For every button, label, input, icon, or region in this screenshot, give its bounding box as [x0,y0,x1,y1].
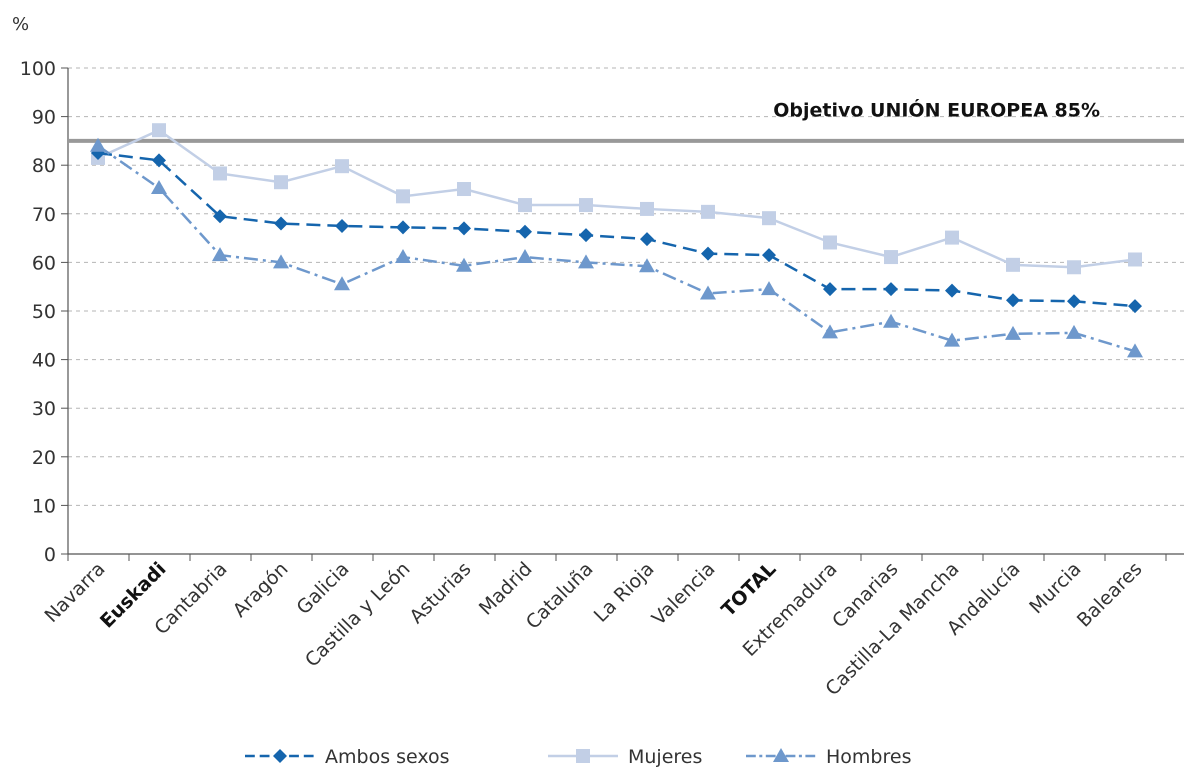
data-point [274,216,288,231]
data-point [273,254,289,269]
target-line-group: Objetivo UNIÓN EUROPEA 85% [68,97,1184,143]
data-point [762,211,776,226]
x-tick-label: Asturias [406,558,476,628]
x-tick-label: Valencia [648,558,720,630]
x-tick-label: Murcia [1025,558,1085,618]
data-point [396,189,410,204]
data-point [151,180,167,195]
data-point [1127,343,1143,358]
data-point [883,313,899,328]
data-point [274,175,288,190]
data-point [212,247,228,262]
data-point [517,249,533,264]
data-point [1005,325,1021,340]
data-point [1006,257,1020,272]
data-point [640,201,654,216]
x-tick-label: La Rioja [590,558,659,627]
data-point [639,258,655,273]
data-point [335,218,349,233]
data-point [1067,260,1081,275]
y-tick-label: 0 [44,544,56,566]
data-point [1006,293,1020,308]
x-tick-label: Baleares [1073,558,1147,632]
data-point [457,221,471,236]
data-point [1128,299,1142,314]
y-tick-label: 30 [32,398,56,420]
data-point [823,235,837,250]
x-tick-label: Castilla y León [301,558,415,672]
data-point [701,246,715,261]
x-tick-label: Galicia [293,558,354,619]
y-tick-label: 40 [32,350,56,372]
data-point [884,282,898,297]
series-line [97,151,1136,308]
data-point [640,232,654,247]
data-point [213,166,227,181]
legend-marker [773,748,789,762]
y-tick-label: 100 [20,58,56,80]
y-tick-label: 70 [32,204,56,226]
data-point [762,248,776,263]
y-axis-ticks: 0 10 20 30 40 50 60 70 80 90 100 [20,58,68,566]
legend-marker [273,749,287,763]
data-point [701,204,715,219]
data-point [822,324,838,339]
y-axis-label: % [12,14,29,35]
legend-item: Ambos sexos [245,746,450,768]
data-point [395,249,411,264]
series-diamond [91,146,1142,314]
series-line [97,128,1136,269]
y-tick-label: 10 [32,495,56,517]
series-square [91,123,1142,275]
data-point [213,209,227,224]
legend-label: Hombres [826,746,911,768]
data-point [334,276,350,291]
y-tick-label: 60 [32,252,56,274]
data-point [1067,294,1081,309]
x-tick-label: Aragón [229,558,293,622]
y-tick-label: 20 [32,447,56,469]
data-point [579,198,593,213]
data-point [823,282,837,297]
series-triangle [90,137,1143,358]
gridlines [68,67,1184,506]
x-tick-label: Madrid [475,558,537,620]
series-line [97,144,1136,353]
data-point [518,224,532,239]
data-point [945,283,959,298]
data-point [884,250,898,265]
data-point [761,281,777,296]
data-point [518,198,532,213]
data-point [579,228,593,243]
data-point [456,257,472,272]
y-tick-label: 50 [32,301,56,323]
data-point [578,254,594,269]
data-point [457,182,471,197]
target-label: Objetivo UNIÓN EUROPEA 85% [773,97,1100,121]
legend: Ambos sexos Mujeres Hombres [245,746,911,768]
data-point [700,285,716,300]
data-point [945,230,959,245]
y-tick-label: 80 [32,155,56,177]
data-point [1128,252,1142,267]
x-tick-label: Cataluña [522,558,598,634]
series-group [90,123,1143,358]
data-point [396,220,410,235]
legend-label: Mujeres [628,746,702,768]
data-point [944,332,960,347]
data-point [152,153,166,168]
axes [67,68,1184,555]
legend-marker [576,749,590,763]
legend-item: Mujeres [548,746,702,768]
legend-item: Hombres [746,746,911,768]
y-tick-label: 90 [32,107,56,129]
data-point [90,137,106,152]
legend-label: Ambos sexos [325,746,450,768]
data-point [152,123,166,138]
data-point [335,159,349,174]
data-point [1066,324,1082,339]
